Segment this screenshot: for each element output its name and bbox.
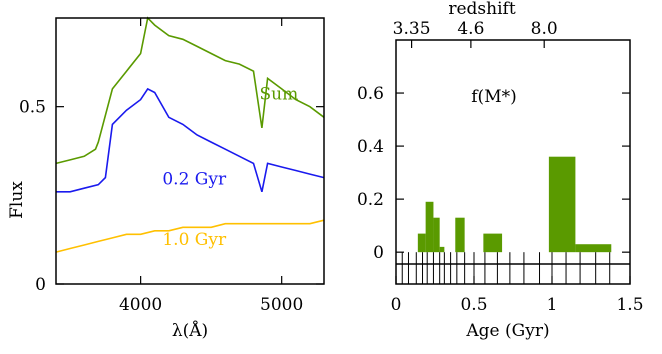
histogram-ticks: 0 0.5 1 1.5 0 0.2 0.4 0.6 3.35 4.6 8.0 [357, 19, 644, 315]
spectrum-series-label-0: Sum [260, 85, 299, 105]
age-bin-bar [455, 217, 465, 253]
age-bin-bar [575, 244, 612, 253]
redshift-axis-label: redshift [448, 0, 515, 19]
age-histogram-panel: 0 0.5 1 1.5 0 0.2 0.4 0.6 3.35 4.6 8.0 f(M*) Age (… [357, 0, 644, 341]
spectrum-x-axis-label: λ(Å) [172, 320, 208, 341]
histogram-ytick-label-0: 0 [373, 243, 384, 263]
histogram-ytick-label-1: 0.2 [357, 190, 384, 210]
age-bin-bar [417, 233, 426, 253]
age-bin-bar [483, 233, 503, 253]
spectrum-xtick-label-0: 4000 [119, 295, 162, 315]
spectrum-y-axis-label: Flux [7, 181, 27, 219]
histogram-title: f(M*) [471, 87, 516, 107]
redshift-tick-label-1: 4.6 [457, 19, 484, 39]
age-bin-bar [425, 201, 434, 253]
spectrum-panel: Sum 0.2 Gyr 1.0 Gyr 4000 5000 0 0.5 λ(Å) Flux [7, 16, 325, 341]
spectrum-series-label-1: 0.2 Gyr [162, 170, 227, 190]
spectrum-ytick-label-1: 0.5 [19, 98, 46, 118]
spectrum-ticks: 4000 5000 0 0.5 [19, 18, 324, 315]
histogram-plot-frame [395, 39, 631, 285]
age-bin-bar [433, 217, 440, 253]
spectrum-series-group: Sum 0.2 Gyr 1.0 Gyr [55, 16, 325, 253]
spectrum-series-label-2: 1.0 Gyr [162, 230, 227, 250]
age-bin-bar [548, 156, 576, 253]
histogram-ytick-label-2: 0.4 [357, 137, 384, 157]
redshift-tick-label-0: 3.35 [393, 19, 431, 39]
histogram-xtick-label-0: 0 [391, 295, 402, 315]
age-bin-bar [439, 246, 445, 253]
histogram-xtick-label-1: 0.5 [460, 295, 487, 315]
age-histogram-bars [417, 156, 612, 253]
age-rug-ticks [401, 252, 611, 284]
histogram-xtick-label-2: 1 [547, 295, 558, 315]
spectrum-line-1 [56, 87, 325, 193]
spectrum-ytick-label-0: 0 [35, 275, 46, 295]
redshift-tick-label-2: 8.0 [531, 19, 558, 39]
spectrum-line-0 [55, 16, 325, 165]
spectrum-line-2 [55, 219, 325, 253]
histogram-ytick-label-3: 0.6 [357, 84, 384, 104]
spectrum-plot-frame [55, 17, 325, 285]
spectrum-xtick-label-1: 5000 [260, 295, 303, 315]
histogram-xtick-label-3: 1.5 [616, 295, 643, 315]
histogram-x-axis-label: Age (Gyr) [465, 321, 549, 341]
